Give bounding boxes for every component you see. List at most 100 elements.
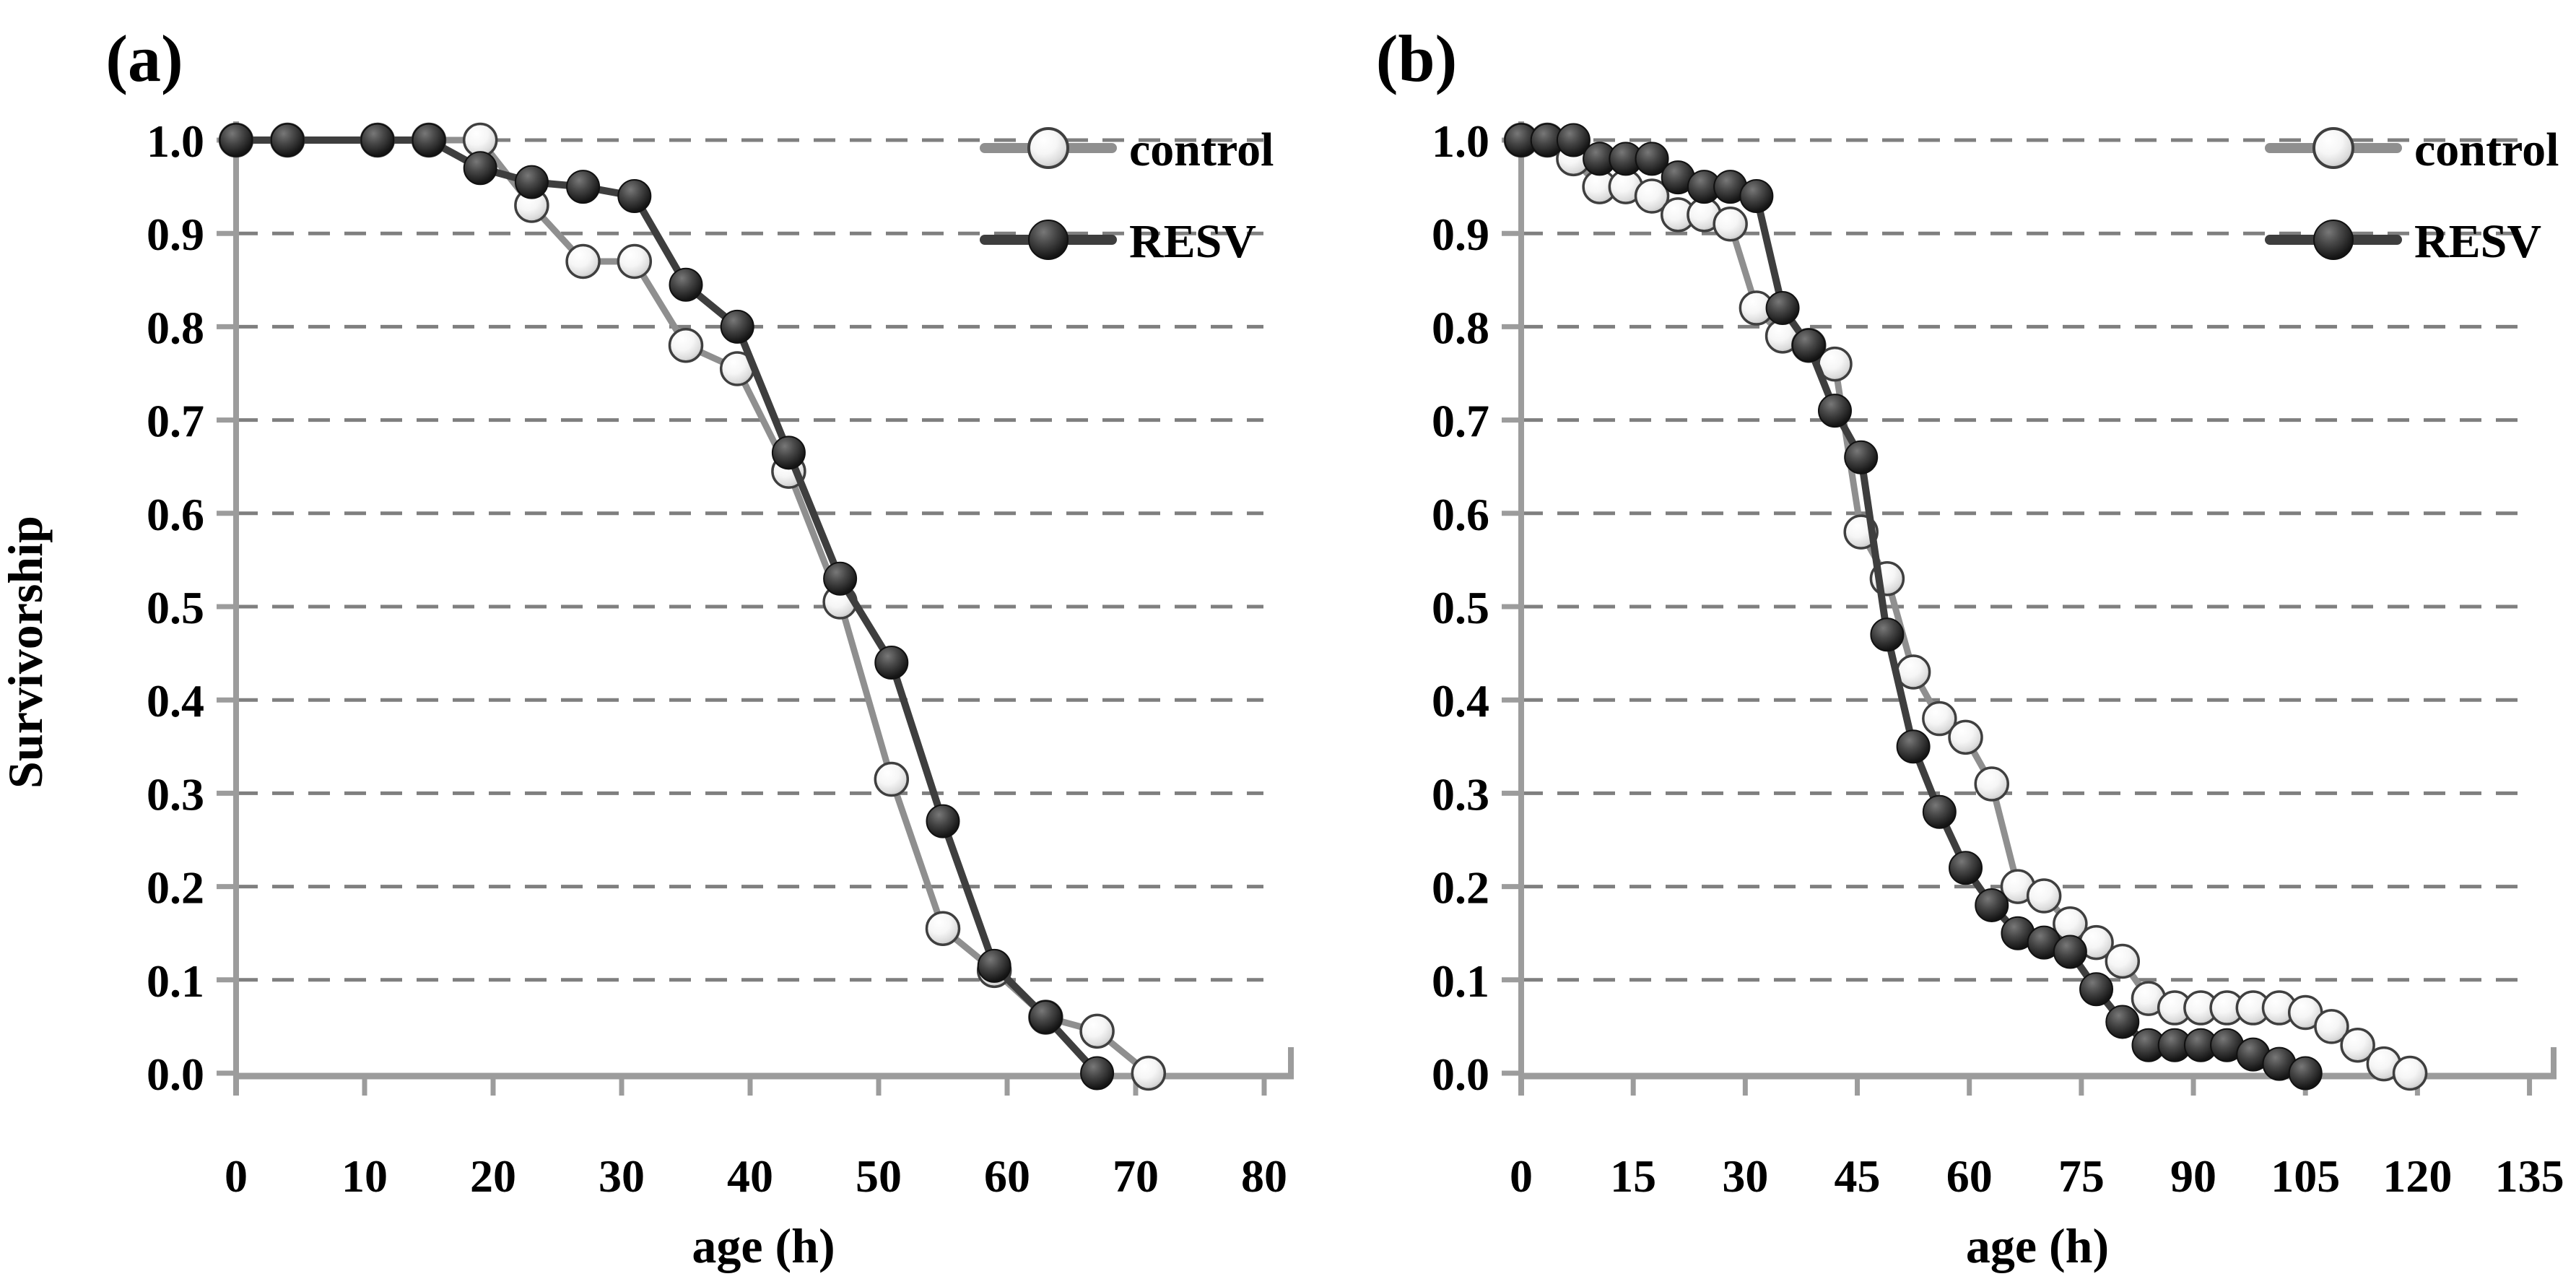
marker-RESV xyxy=(1949,851,1983,885)
marker-RESV xyxy=(771,435,806,470)
marker-control xyxy=(1634,178,1670,214)
x-tick-label: 40 xyxy=(727,1150,773,1202)
y-tick-label: 0.6 xyxy=(147,489,204,540)
marker-RESV xyxy=(874,646,909,680)
marker-RESV xyxy=(1028,1000,1063,1034)
x-tick-label: 80 xyxy=(1241,1150,1287,1202)
marker-RESV xyxy=(1635,142,1669,176)
x-tick-label: 10 xyxy=(341,1150,388,1202)
marker-RESV xyxy=(617,179,652,214)
marker-control xyxy=(1713,207,1748,242)
x-tick-label: 15 xyxy=(1610,1150,1656,1202)
marker-RESV xyxy=(2053,935,2087,969)
x-tick-label: 0 xyxy=(225,1150,248,1202)
y-tick-label: 0.1 xyxy=(147,955,204,1007)
y-tick-label: 0.0 xyxy=(147,1049,204,1100)
x-tick-label: 105 xyxy=(2271,1150,2340,1202)
marker-control xyxy=(2314,1009,2349,1044)
legend-marker-control xyxy=(1027,127,1069,169)
x-tick-label: 70 xyxy=(1113,1150,1159,1202)
marker-control xyxy=(668,327,704,363)
marker-control xyxy=(1974,766,2009,802)
y-tick-label: 0.8 xyxy=(1432,302,1489,353)
marker-RESV xyxy=(1080,1056,1115,1091)
x-tick-label: 75 xyxy=(2058,1150,2105,1202)
marker-control xyxy=(617,243,653,279)
y-tick-label: 0.2 xyxy=(147,862,204,914)
y-tick-label: 0.5 xyxy=(1432,582,1489,633)
marker-RESV xyxy=(720,309,754,344)
legend-marker-control xyxy=(2312,127,2354,169)
marker-control xyxy=(2105,943,2141,979)
panel-(b): 0.0 0.1 0.2 0.3 0.4 0.5 0.6 0.7 0.8 0.9 1.0 0 15 30 45… xyxy=(1376,22,2564,1273)
marker-control xyxy=(874,761,910,797)
marker-RESV xyxy=(1922,794,1957,829)
marker-control xyxy=(565,243,601,279)
panel-(a): 0.0 0.1 0.2 0.3 0.4 0.5 0.6 0.7 0.8 0.9 1.0 0 10 20 30… xyxy=(105,22,1294,1273)
x-tick-label: 50 xyxy=(856,1150,902,1202)
marker-RESV xyxy=(412,123,446,157)
marker-control xyxy=(1079,1013,1115,1049)
legend-marker-RESV xyxy=(1028,220,1069,260)
marker-control xyxy=(925,911,961,946)
marker-control xyxy=(1948,719,1983,755)
y-tick-label: 0.3 xyxy=(1432,768,1489,820)
x-tick-label: 30 xyxy=(1722,1150,1768,1202)
x-tick-label: 45 xyxy=(1835,1150,1881,1202)
marker-RESV xyxy=(823,561,858,596)
x-tick-label: 0 xyxy=(1510,1150,1533,1202)
legend-label-control: control xyxy=(1129,123,1274,176)
x-tick-label: 20 xyxy=(470,1150,516,1202)
x-tick-label: 120 xyxy=(2383,1150,2452,1202)
x-tick-label: 90 xyxy=(2170,1150,2216,1202)
x-axis-title: age (h) xyxy=(1966,1218,2109,1273)
marker-RESV xyxy=(1556,123,1591,157)
marker-RESV xyxy=(2079,972,2114,1007)
x-axis-title: age (h) xyxy=(692,1218,835,1273)
marker-control xyxy=(1922,701,1957,737)
marker-control xyxy=(2392,1055,2428,1091)
marker-RESV xyxy=(463,151,497,186)
y-tick-label: 0.5 xyxy=(147,582,204,633)
marker-RESV xyxy=(1975,888,2009,922)
y-tick-label: 1.0 xyxy=(147,116,204,167)
marker-RESV xyxy=(1896,729,1931,764)
marker-RESV xyxy=(566,170,601,204)
marker-RESV xyxy=(1844,440,1879,474)
legend-label-RESV: RESV xyxy=(2414,215,2541,268)
y-tick-label: 0.4 xyxy=(1432,675,1489,727)
marker-RESV xyxy=(669,267,703,302)
y-tick-label: 0.7 xyxy=(147,396,204,447)
marker-RESV xyxy=(360,123,395,157)
marker-control xyxy=(2340,1027,2375,1063)
marker-control xyxy=(1131,1055,1167,1091)
panel-letter: (a) xyxy=(105,22,183,95)
marker-control xyxy=(2026,878,2062,914)
marker-RESV xyxy=(977,948,1011,983)
marker-RESV xyxy=(2105,1005,2140,1039)
y-tick-label: 0.3 xyxy=(147,768,204,820)
y-tick-label: 0.8 xyxy=(147,302,204,353)
y-tick-label: 1.0 xyxy=(1432,116,1489,167)
y-tick-label: 0.4 xyxy=(147,675,204,727)
marker-RESV xyxy=(1817,394,1852,428)
marker-RESV xyxy=(219,123,253,157)
legend-label-control: control xyxy=(2414,123,2559,176)
legend-label-RESV: RESV xyxy=(1129,215,1256,268)
marker-RESV xyxy=(1739,179,1774,214)
marker-RESV xyxy=(2288,1056,2323,1091)
marker-RESV xyxy=(1765,291,1800,326)
y-axis-title: Survivorship xyxy=(0,516,53,789)
y-tick-label: 0.2 xyxy=(1432,862,1489,914)
marker-RESV xyxy=(1870,617,1905,652)
y-tick-label: 0.1 xyxy=(1432,955,1489,1007)
y-tick-label: 0.6 xyxy=(1432,489,1489,540)
y-tick-label: 0.9 xyxy=(147,209,204,260)
marker-RESV xyxy=(1791,328,1826,363)
x-tick-label: 135 xyxy=(2495,1150,2564,1202)
marker-RESV xyxy=(270,123,305,157)
marker-RESV xyxy=(926,804,960,838)
